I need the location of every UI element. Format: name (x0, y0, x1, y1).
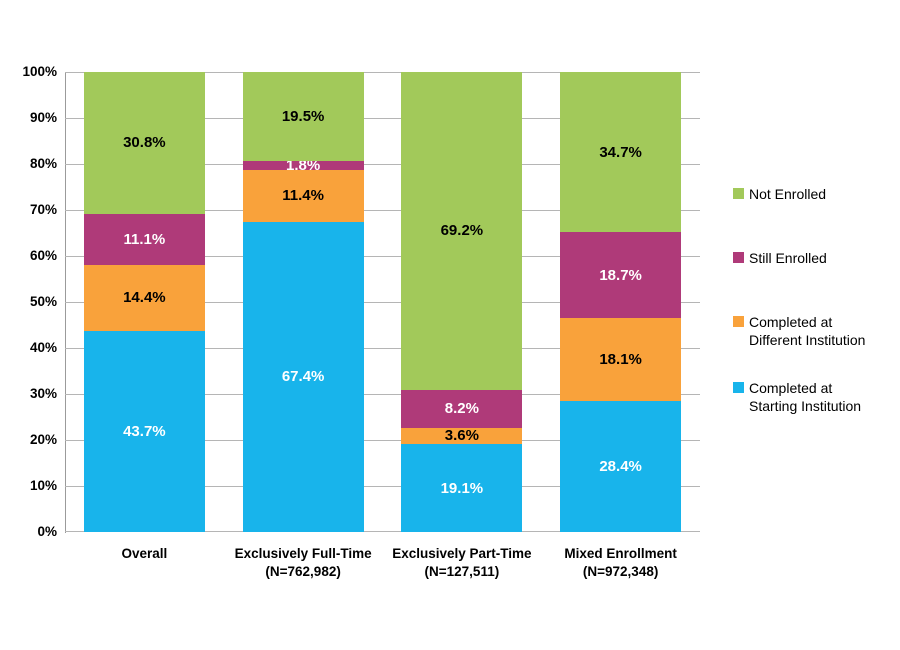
still-enrolled-segment: 8.2% (401, 389, 523, 428)
gridline (65, 394, 700, 395)
x-axis-category-label: Mixed Enrollment (N=972,348) (564, 546, 677, 579)
legend-swatch-icon (733, 382, 744, 393)
not-enrolled-segment: 19.5% (242, 71, 364, 162)
legend-label: Not Enrolled (749, 186, 827, 202)
y-axis-tick-label: 90% (29, 110, 57, 125)
completed-at-starting-institution-segment: 67.4% (242, 221, 364, 532)
bar-exclusively-part-time: 19.1% 3.6% 8.2% 69.2% (401, 71, 523, 532)
data-label: 28.4% (599, 458, 642, 476)
gridline (65, 210, 700, 211)
not-enrolled-segment: 69.2% (401, 71, 523, 390)
data-label: 11.4% (282, 187, 324, 205)
y-axis-tick-label: 50% (29, 294, 57, 309)
still-enrolled-segment: 11.1% (83, 213, 205, 265)
legend-item-completed-at-starting-institution: Completed at Starting Institution (733, 379, 861, 415)
x-axis-category-label: Exclusively Full-Time (N=762,982) (234, 546, 372, 579)
completed-at-different-institution-segment: 11.4% (242, 169, 364, 222)
data-label: 3.6% (444, 427, 479, 445)
y-axis-tick-label: 70% (29, 202, 57, 217)
legend-swatch-icon (733, 252, 744, 263)
not-enrolled-segment: 34.7% (560, 72, 682, 233)
gridline (65, 486, 700, 487)
y-axis-tick-label: 40% (29, 340, 57, 355)
data-label: 43.7% (123, 422, 166, 440)
data-label: 11.1% (123, 230, 166, 248)
legend-swatch-icon (733, 188, 744, 199)
completed-at-different-institution-segment: 3.6% (401, 427, 523, 445)
legend-swatch-icon (733, 316, 744, 327)
y-axis-tick-label: 80% (29, 156, 57, 171)
y-axis-tick-label: 100% (22, 64, 57, 79)
legend-label: Completed at Different Institution (749, 314, 866, 348)
plot-area: 43.7% 14.4% 11.1% 30.8% 67.4% 11.4% 1.8% 19.5% 1… (65, 71, 700, 532)
legend-label: Completed at Starting Institution (749, 380, 862, 414)
data-label: 69.2% (440, 222, 484, 240)
data-label: 18.1% (599, 351, 642, 369)
legend-item-completed-at-different-institution: Completed at Different Institution (733, 313, 865, 349)
y-axis-tick-label: 0% (37, 524, 57, 539)
data-label: 19.5% (281, 107, 325, 125)
still-enrolled-segment: 1.8% (242, 157, 364, 174)
data-label: 19.1% (440, 479, 484, 497)
completed-at-starting-institution-segment: 43.7% (83, 330, 205, 532)
completed-at-starting-institution-segment: 19.1% (401, 444, 523, 532)
x-axis-category-label: Overall (121, 546, 168, 561)
gridline (65, 302, 700, 303)
y-axis-tick-label: 20% (29, 432, 57, 447)
not-enrolled-segment: 30.8% (83, 72, 205, 214)
bar-exclusively-full-time: 67.4% 11.4% 1.8% 19.5% (242, 71, 364, 532)
data-label: 34.7% (599, 143, 642, 161)
gridline (65, 531, 700, 532)
legend-item-not-enrolled: Not Enrolled (733, 185, 826, 203)
y-axis-tick-label: 30% (29, 386, 57, 401)
completed-at-starting-institution-segment: 28.4% (560, 401, 682, 532)
gridline (65, 118, 700, 119)
data-label: 30.8% (123, 134, 166, 152)
gridline (65, 164, 700, 165)
data-label: 18.7% (599, 266, 642, 284)
gridline (65, 348, 700, 349)
completed-at-different-institution-segment: 14.4% (83, 264, 205, 331)
data-label: 67.4% (281, 368, 325, 386)
gridline (65, 256, 700, 257)
completed-at-different-institution-segment: 18.1% (560, 318, 682, 402)
x-axis-category-label: Exclusively Part-Time (N=127,511) (392, 546, 532, 579)
bar-mixed-enrollment: 28.4% 18.1% 18.7% 34.7% (560, 72, 682, 532)
y-axis-tick-label: 60% (29, 248, 57, 263)
data-label: 14.4% (123, 289, 166, 307)
still-enrolled-segment: 18.7% (560, 232, 682, 319)
y-axis-tick-label: 10% (29, 478, 57, 493)
gridline (65, 440, 700, 441)
bar-overall: 43.7% 14.4% 11.1% 30.8% (83, 72, 205, 532)
legend-item-still-enrolled: Still Enrolled (733, 249, 827, 267)
data-label: 8.2% (444, 400, 479, 418)
gridline (65, 72, 700, 73)
legend-label: Still Enrolled (749, 250, 827, 266)
y-axis: 0% 10% 20% 30% 40% 50% 60% 70% 80% 90% 100% (0, 65, 57, 539)
